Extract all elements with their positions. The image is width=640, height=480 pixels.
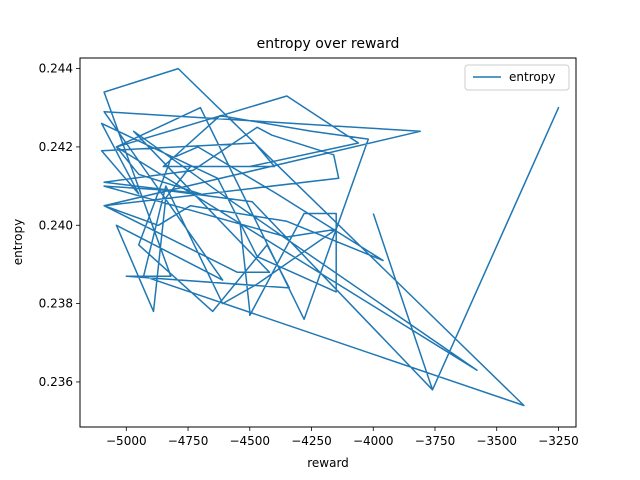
plot-area <box>100 67 560 407</box>
series-line-entropy <box>100 67 560 407</box>
x-tick-label: −3500 <box>476 434 517 448</box>
x-tick-label: −5000 <box>106 434 147 448</box>
axes-frame <box>79 57 577 428</box>
x-tick-label: −3750 <box>415 434 456 448</box>
y-tick-label: 0.238 <box>39 297 73 311</box>
x-tick-label: −4250 <box>291 434 332 448</box>
legend: entropy <box>464 64 570 91</box>
x-tick-label: −4750 <box>168 434 209 448</box>
x-tick-label: −4500 <box>229 434 270 448</box>
y-tick-label: 0.236 <box>39 375 73 389</box>
y-axis-label: entropy <box>11 219 25 265</box>
y-tick-label: 0.244 <box>39 62 73 76</box>
x-axis-label: reward <box>307 456 349 470</box>
y-axis: 0.236 0.238 0.240 0.242 0.244 <box>39 62 80 389</box>
x-tick-label: −3250 <box>538 434 579 448</box>
y-tick-label: 0.242 <box>39 140 73 154</box>
chart-title: entropy over reward <box>257 36 400 52</box>
legend-label-entropy: entropy <box>509 70 555 84</box>
x-tick-label: −4000 <box>353 434 394 448</box>
x-axis: −5000 −4750 −4500 −4250 −4000 −3750 −3500 −3250 <box>106 427 579 448</box>
legend-box <box>464 64 570 91</box>
series-group <box>100 67 560 407</box>
y-tick-label: 0.240 <box>39 218 73 232</box>
